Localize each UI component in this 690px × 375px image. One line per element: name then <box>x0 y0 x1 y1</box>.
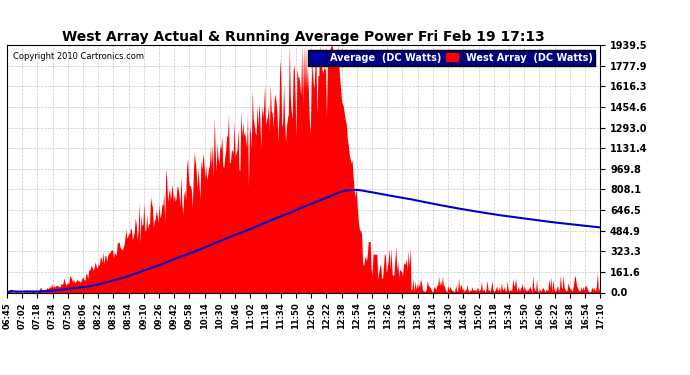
Title: West Array Actual & Running Average Power Fri Feb 19 17:13: West Array Actual & Running Average Powe… <box>62 30 545 44</box>
Text: Copyright 2010 Cartronics.com: Copyright 2010 Cartronics.com <box>13 53 144 62</box>
Legend: Average  (DC Watts), West Array  (DC Watts): Average (DC Watts), West Array (DC Watts… <box>308 50 595 66</box>
